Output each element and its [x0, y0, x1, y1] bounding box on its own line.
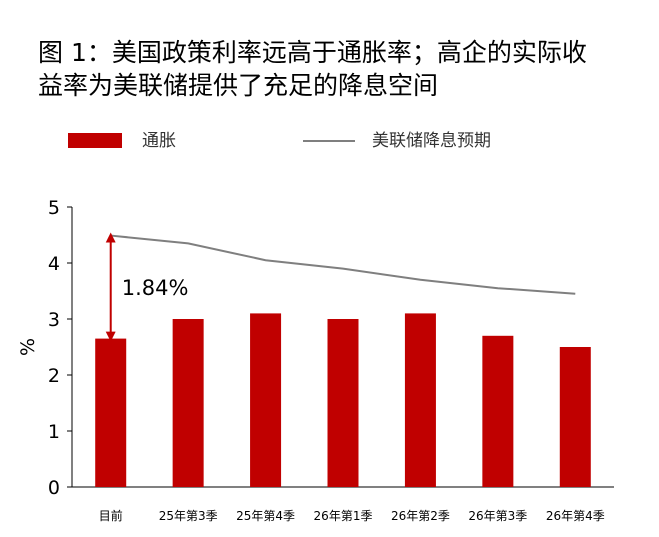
- x-tick-label: 25年第3季: [159, 509, 218, 523]
- x-tick-label: 26年第2季: [391, 509, 450, 523]
- chart-title-line-2: 益率为美联储提供了充足的降息空间: [38, 71, 439, 100]
- bar: [404, 313, 436, 487]
- y-tick-label: 4: [48, 253, 60, 275]
- bar: [95, 338, 127, 487]
- y-tick-label: 2: [48, 365, 60, 387]
- legend-line-swatch: [303, 140, 355, 142]
- y-tick-label: 5: [48, 197, 60, 219]
- gap-annotation-label: 1.84%: [122, 276, 189, 300]
- y-axis-label: %: [17, 338, 39, 356]
- chart-title-line-1: 图 1：美国政策利率远高于通胀率；高企的实际收: [38, 38, 587, 67]
- x-tick-label: 目前: [99, 508, 123, 523]
- legend-line-label: 美联储降息预期: [372, 131, 491, 151]
- chart-title: 图 1：美国政策利率远高于通胀率；高企的实际收 益率为美联储提供了充足的降息空间: [38, 36, 648, 102]
- y-tick-label: 0: [48, 477, 60, 499]
- x-tick-label: 25年第4季: [236, 509, 295, 523]
- x-tick-label: 26年第1季: [314, 509, 373, 523]
- y-tick-label: 3: [48, 309, 60, 331]
- legend: 通胀 美联储降息预期: [68, 128, 628, 154]
- legend-bar-swatch: [68, 133, 122, 148]
- bar: [559, 347, 591, 487]
- bar: [250, 313, 282, 487]
- y-tick-label: 1: [48, 421, 60, 443]
- x-tick-label: 26年第3季: [468, 509, 527, 523]
- x-tick-label: 26年第4季: [546, 509, 605, 523]
- legend-bar-label: 通胀: [142, 131, 176, 151]
- bar: [172, 319, 204, 487]
- bar: [482, 335, 514, 487]
- rate-expectation-line: [110, 234, 576, 295]
- bar: [327, 319, 359, 487]
